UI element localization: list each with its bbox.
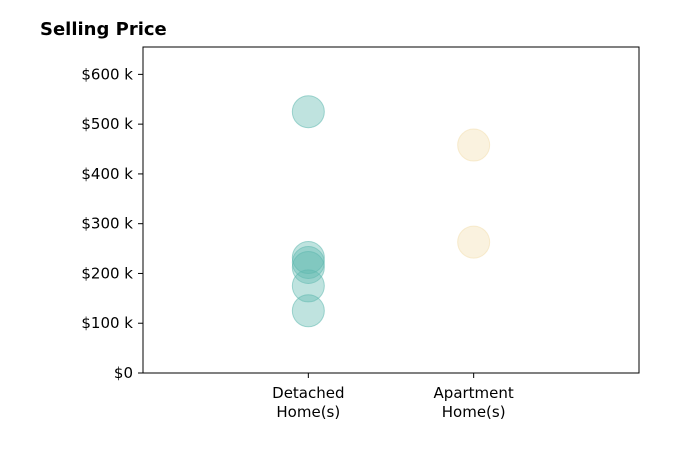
x-tick-label: Apartment Home(s) [434, 384, 514, 421]
y-tick-label: $400 k [81, 165, 133, 183]
y-tick-label: $500 k [81, 115, 133, 133]
y-tick-label: $300 k [81, 215, 133, 233]
y-tick-label: $100 k [81, 314, 133, 332]
x-tick-label: Detached Home(s) [272, 384, 344, 421]
data-point [457, 128, 491, 162]
y-tick-label: $200 k [81, 264, 133, 282]
data-point [291, 246, 325, 280]
data-point [457, 225, 491, 259]
chart-title: Selling Price [40, 19, 167, 40]
data-points [291, 95, 491, 328]
y-tick-label: $600 k [81, 65, 133, 83]
data-point [291, 250, 325, 284]
data-point [291, 95, 325, 129]
data-point [291, 294, 325, 328]
y-axis: $0 $100 k $200 k $300 k $400 k $500 k $600 k [81, 65, 143, 382]
x-axis: Detached Home(s) Apartment Home(s) [272, 373, 514, 421]
data-point [291, 241, 325, 275]
data-point [291, 269, 325, 303]
plot-area-frame [142, 46, 640, 374]
y-tick-label: $0 [114, 364, 133, 382]
